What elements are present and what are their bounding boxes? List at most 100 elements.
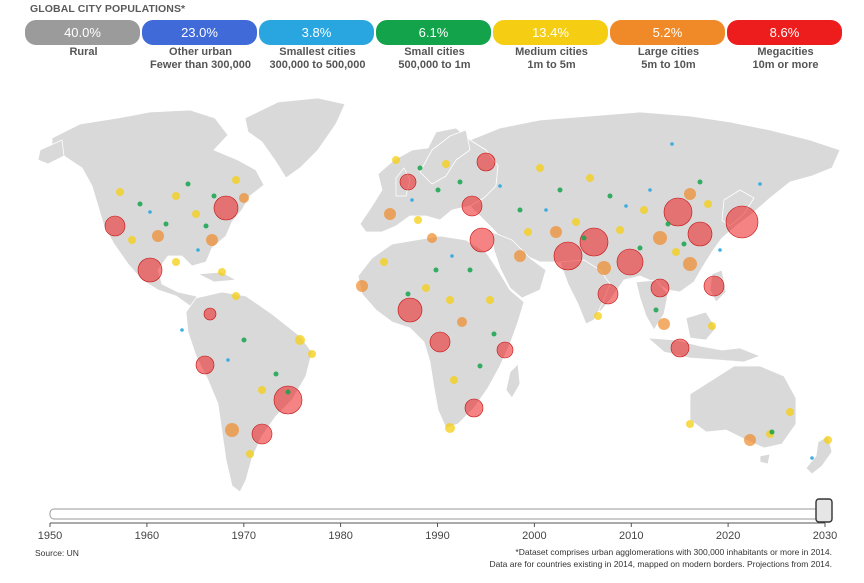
- megacity-bubble: [429, 331, 451, 353]
- large-city-bubble: [206, 234, 218, 246]
- medium-city-bubble: [218, 268, 226, 276]
- legend-megacities: 8.6% Megacities 10m or more: [727, 20, 844, 80]
- small-city-bubble: [435, 187, 441, 193]
- year-label-1970: 1970: [232, 530, 256, 542]
- australia: [689, 365, 797, 449]
- legend-small-cities-label: Small cities 500,000 to 1m: [398, 46, 471, 71]
- medium-city-bubble: [414, 216, 422, 224]
- smallest-city-bubble: [648, 188, 652, 192]
- legend-medium-cities-pill: 13.4%: [493, 20, 608, 45]
- alaska: [37, 139, 65, 165]
- footnote: *Dataset comprises urban agglomerations …: [489, 547, 832, 569]
- smallest-city-bubble: [498, 184, 502, 188]
- large-city-bubble: [597, 261, 611, 275]
- timeline-ticks: [49, 523, 826, 527]
- medium-city-bubble: [640, 206, 648, 214]
- small-city-bubble: [163, 221, 169, 227]
- small-city-bubble: [517, 207, 523, 213]
- large-city-bubble: [225, 423, 239, 437]
- large-city-bubble: [427, 233, 437, 243]
- legend-large-cities-label: Large cities 5m to 10m: [637, 46, 700, 71]
- small-city-bubble: [491, 331, 497, 337]
- year-label-1980: 1980: [328, 530, 352, 542]
- year-label-2010: 2010: [619, 530, 643, 542]
- medium-city-bubble: [586, 174, 594, 182]
- large-city-bubble: [152, 230, 164, 242]
- small-city-bubble: [405, 291, 411, 297]
- small-city-bubble: [211, 193, 217, 199]
- large-city-bubble: [239, 193, 249, 203]
- megacity-bubble: [203, 307, 217, 321]
- medium-city-bubble: [704, 200, 712, 208]
- smallest-city-bubble: [624, 204, 628, 208]
- medium-city-bubble: [824, 436, 832, 444]
- legend-small-cities: 6.1% Small cities 500,000 to 1m: [376, 20, 493, 80]
- large-city-bubble: [744, 434, 756, 446]
- legend-other-urban-label: Other urban Fewer than 300,000: [150, 46, 251, 71]
- year-label-2020: 2020: [716, 530, 740, 542]
- medium-city-bubble: [450, 376, 458, 384]
- legend-medium-cities: 13.4% Medium cities 1m to 5m: [493, 20, 610, 80]
- smallest-city-bubble: [410, 198, 414, 202]
- megacity-bubble: [553, 241, 583, 271]
- small-city-bubble: [653, 307, 659, 313]
- megacity-bubble: [195, 355, 215, 375]
- megacity-bubble: [616, 248, 644, 276]
- indonesia: [647, 337, 761, 363]
- small-city-bubble: [417, 165, 423, 171]
- medium-city-bubble: [686, 420, 694, 428]
- small-city-bubble: [241, 337, 247, 343]
- year-label-1990: 1990: [425, 530, 449, 542]
- small-city-bubble: [285, 389, 291, 395]
- arabia: [491, 231, 547, 299]
- scandinavia: [419, 129, 471, 185]
- legend-other-urban: 23.0% Other urban Fewer than 300,000: [142, 20, 259, 80]
- megacity-bubble: [650, 278, 670, 298]
- timeline-slider-handle[interactable]: [815, 498, 833, 523]
- medium-city-bubble: [380, 258, 388, 266]
- smallest-city-bubble: [718, 248, 722, 252]
- timeline: 1950 1960 1970 1980 1990 2000 2010 2020 …: [0, 495, 864, 545]
- legend-other-urban-pill: 23.0%: [142, 20, 257, 45]
- megacity-bubble: [725, 205, 759, 239]
- megacity-bubble: [464, 398, 484, 418]
- world-map: [37, 97, 841, 493]
- megacity-bubble: [663, 197, 693, 227]
- medium-city-bubble: [172, 258, 180, 266]
- category-legend: 40.0% Rural 23.0% Other urban Fewer than…: [25, 20, 842, 80]
- small-city-bubble: [607, 193, 613, 199]
- small-city-bubble: [581, 235, 587, 241]
- city-bubbles: [104, 142, 832, 460]
- small-city-bubble: [557, 187, 563, 193]
- land-masses: [37, 97, 841, 493]
- small-city-bubble: [769, 429, 775, 435]
- medium-city-bubble: [594, 312, 602, 320]
- large-city-bubble: [684, 188, 696, 200]
- megacity-bubble: [251, 423, 273, 445]
- timeline-track[interactable]: [49, 508, 826, 520]
- medium-city-bubble: [486, 296, 494, 304]
- small-city-bubble: [681, 241, 687, 247]
- medium-city-bubble: [446, 296, 454, 304]
- large-city-bubble: [658, 318, 670, 330]
- medium-city-bubble: [192, 210, 200, 218]
- legend-smallest-cities: 3.8% Smallest cities 300,000 to 500,000: [259, 20, 376, 80]
- smallest-city-bubble: [670, 142, 674, 146]
- small-city-bubbles: [137, 165, 775, 435]
- legend-smallest-cities-pill: 3.8%: [259, 20, 374, 45]
- medium-city-bubble: [392, 156, 400, 164]
- large-city-bubble: [653, 231, 667, 245]
- medium-city-bubble: [295, 335, 305, 345]
- medium-city-bubble: [232, 292, 240, 300]
- small-city-bubble: [137, 201, 143, 207]
- legend-megacities-label: Megacities 10m or more: [752, 46, 819, 71]
- legend-rural-label: Rural: [69, 46, 98, 58]
- megacity-bubbles: [104, 152, 759, 445]
- megacity-bubble: [399, 173, 417, 191]
- chart-title: GLOBAL CITY POPULATIONS*: [30, 3, 186, 15]
- large-city-bubble: [356, 280, 368, 292]
- megacity-bubble: [461, 195, 483, 217]
- smallest-city-bubble: [226, 358, 230, 362]
- year-label-1950: 1950: [38, 530, 62, 542]
- large-city-bubble: [457, 317, 467, 327]
